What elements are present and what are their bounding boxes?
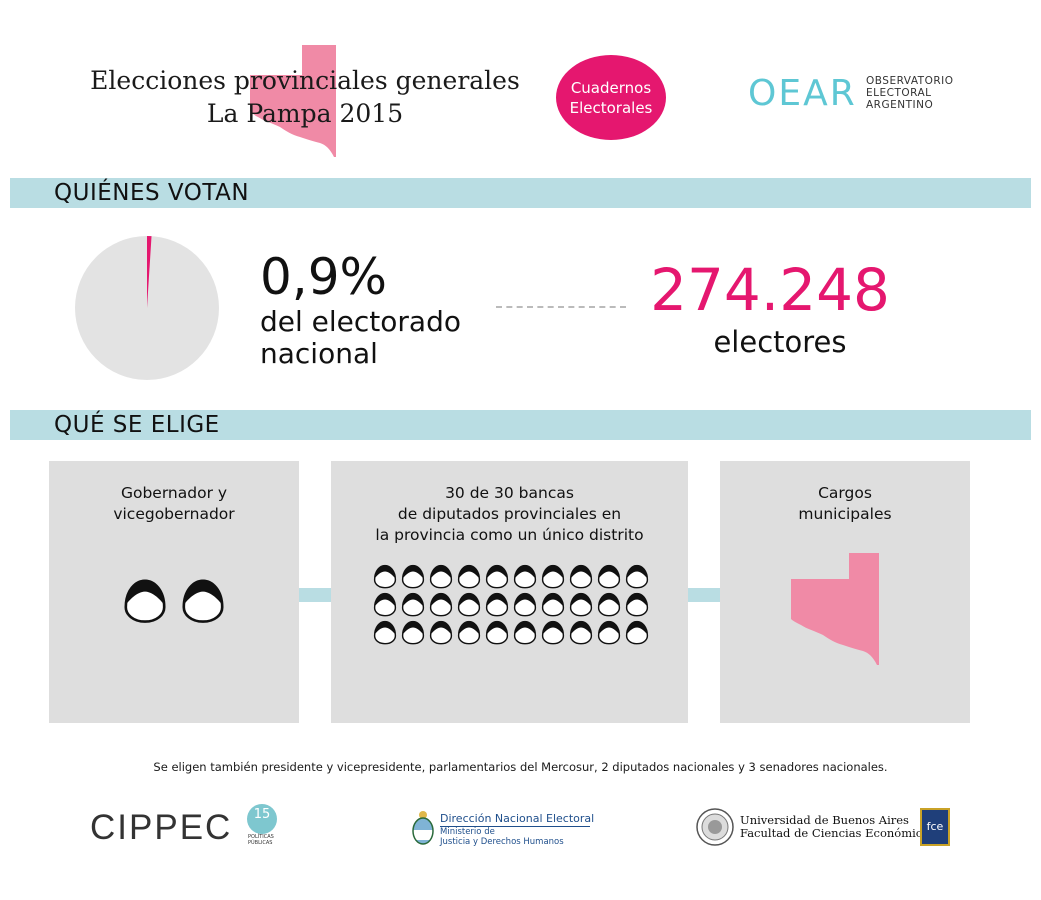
person-head-icon	[457, 564, 481, 589]
person-head-icon	[373, 592, 397, 617]
dne-sub-1: Ministerio de	[440, 827, 495, 837]
card-municipal: Cargos municipales	[720, 461, 970, 723]
person-head-icon	[625, 620, 649, 645]
person-head-icon	[401, 592, 425, 617]
dne-rule	[440, 826, 590, 827]
person-head-icon	[373, 620, 397, 645]
percent-desc-line-2: nacional	[260, 337, 378, 370]
person-head-icon	[597, 620, 621, 645]
card-deputies-text: 30 de 30 bancas de diputados provinciale…	[331, 483, 688, 546]
la-pampa-map-icon	[791, 553, 879, 665]
la-pampa-map-icon	[250, 45, 336, 157]
card-governor-line-2: vicegobernador	[113, 505, 235, 523]
dne-sub-2: Justicia y Derechos Humanos	[440, 837, 564, 847]
dne-logo: Dirección Nacional Electoral Ministerio …	[412, 810, 602, 852]
cippec-years-badge: 15	[247, 804, 277, 834]
card-municipal-line-2: municipales	[798, 505, 892, 523]
title-line-1: Elecciones provinciales generales	[90, 66, 520, 95]
card-municipal-line-1: Cargos	[818, 484, 872, 502]
person-head-icon	[569, 620, 593, 645]
cippec-sub-1: POLÍTICAS	[248, 834, 274, 840]
section-heading-what-elected: QUÉ SE ELIGE	[54, 412, 220, 438]
person-head-icon	[597, 592, 621, 617]
title-line-2: La Pampa 2015	[206, 99, 404, 128]
fce-badge: fce	[920, 808, 950, 846]
person-head-icon	[485, 564, 509, 589]
electorate-percent-desc: del electorado nacional	[260, 306, 461, 370]
badge-line-2: Electorales	[569, 98, 653, 117]
person-head-icon	[541, 620, 565, 645]
person-head-icon	[541, 592, 565, 617]
oear-text: OBSERVATORIO ELECTORAL ARGENTINO	[866, 75, 954, 111]
argentina-seal-icon	[412, 811, 434, 845]
electorate-percent: 0,9%	[260, 248, 388, 306]
person-head-icon	[625, 592, 649, 617]
person-head-icon	[124, 579, 166, 623]
person-head-icon	[401, 564, 425, 589]
person-head-icon	[429, 564, 453, 589]
person-head-icon	[597, 564, 621, 589]
card-governor: Gobernador y vicegobernador	[49, 461, 299, 723]
card-deputies-line-3: la provincia como un único distrito	[375, 526, 644, 544]
voters-label: electores	[713, 325, 847, 359]
person-head-icon	[513, 564, 537, 589]
dne-title: Dirección Nacional Electoral	[440, 812, 595, 825]
person-head-icon	[485, 620, 509, 645]
person-head-icon	[429, 620, 453, 645]
person-head-icon	[182, 579, 224, 623]
card-deputies-line-1: 30 de 30 bancas	[445, 484, 574, 502]
card-governor-line-1: Gobernador y	[120, 484, 228, 502]
person-head-icon	[541, 564, 565, 589]
person-head-icon	[429, 592, 453, 617]
person-head-icon	[457, 592, 481, 617]
badge-line-1: Cuadernos	[570, 78, 652, 97]
cippec-sub-2: PÚBLICAS	[248, 840, 273, 846]
card-deputies: 30 de 30 bancas de diputados provinciale…	[331, 461, 688, 723]
governor-icons	[49, 576, 299, 624]
cippec-logo: CIPPEC 15 POLÍTICAS PÚBLICAS	[90, 804, 280, 848]
card-deputies-line-2: de diputados provinciales en	[397, 505, 622, 523]
section-heading-who-votes: QUIÉNES VOTAN	[54, 180, 250, 206]
page-title: Elecciones provinciales generales La Pam…	[60, 64, 550, 130]
person-head-icon	[457, 620, 481, 645]
dashed-divider	[496, 306, 626, 308]
person-head-icon	[625, 564, 649, 589]
percent-desc-line-1: del electorado	[260, 305, 461, 338]
connector-2	[688, 588, 720, 602]
section-bar-who-votes	[10, 178, 1031, 208]
person-head-icon	[569, 564, 593, 589]
cuadernos-badge: Cuadernos Electorales	[556, 55, 666, 140]
oear-line-2: ELECTORAL	[866, 87, 932, 99]
card-municipal-text: Cargos municipales	[720, 483, 970, 525]
cippec-sub: POLÍTICAS PÚBLICAS	[248, 834, 274, 846]
section-bar-what-elected	[10, 410, 1031, 440]
person-head-icon	[485, 592, 509, 617]
person-head-icon	[373, 564, 397, 589]
person-head-icon	[513, 592, 537, 617]
person-head-icon	[401, 620, 425, 645]
dne-sub: Ministerio de Justicia y Derechos Humano…	[440, 827, 564, 847]
oear-mark: OEAR	[748, 73, 857, 114]
pie-slice	[147, 236, 152, 308]
uba-line-2: Facultad de Ciencias Económicas	[740, 826, 935, 840]
uba-line-1: Universidad de Buenos Aires	[740, 813, 909, 827]
person-head-icon	[513, 620, 537, 645]
footnote: Se eligen también presidente y vicepresi…	[153, 760, 888, 774]
voters-count: 274.248	[650, 256, 890, 324]
connector-1	[299, 588, 331, 602]
card-governor-text: Gobernador y vicegobernador	[49, 483, 299, 525]
uba-text: Universidad de Buenos Aires Facultad de …	[740, 814, 935, 840]
uba-seal-icon	[696, 808, 734, 846]
oear-logo: OEAR OBSERVATORIO ELECTORAL ARGENTINO	[748, 72, 978, 116]
cippec-text: CIPPEC	[90, 808, 233, 847]
pie-chart-icon	[75, 236, 219, 380]
oear-line-1: OBSERVATORIO	[866, 75, 954, 87]
uba-logo: Universidad de Buenos Aires Facultad de …	[696, 806, 956, 850]
person-head-icon	[569, 592, 593, 617]
oear-line-3: ARGENTINO	[866, 99, 934, 111]
